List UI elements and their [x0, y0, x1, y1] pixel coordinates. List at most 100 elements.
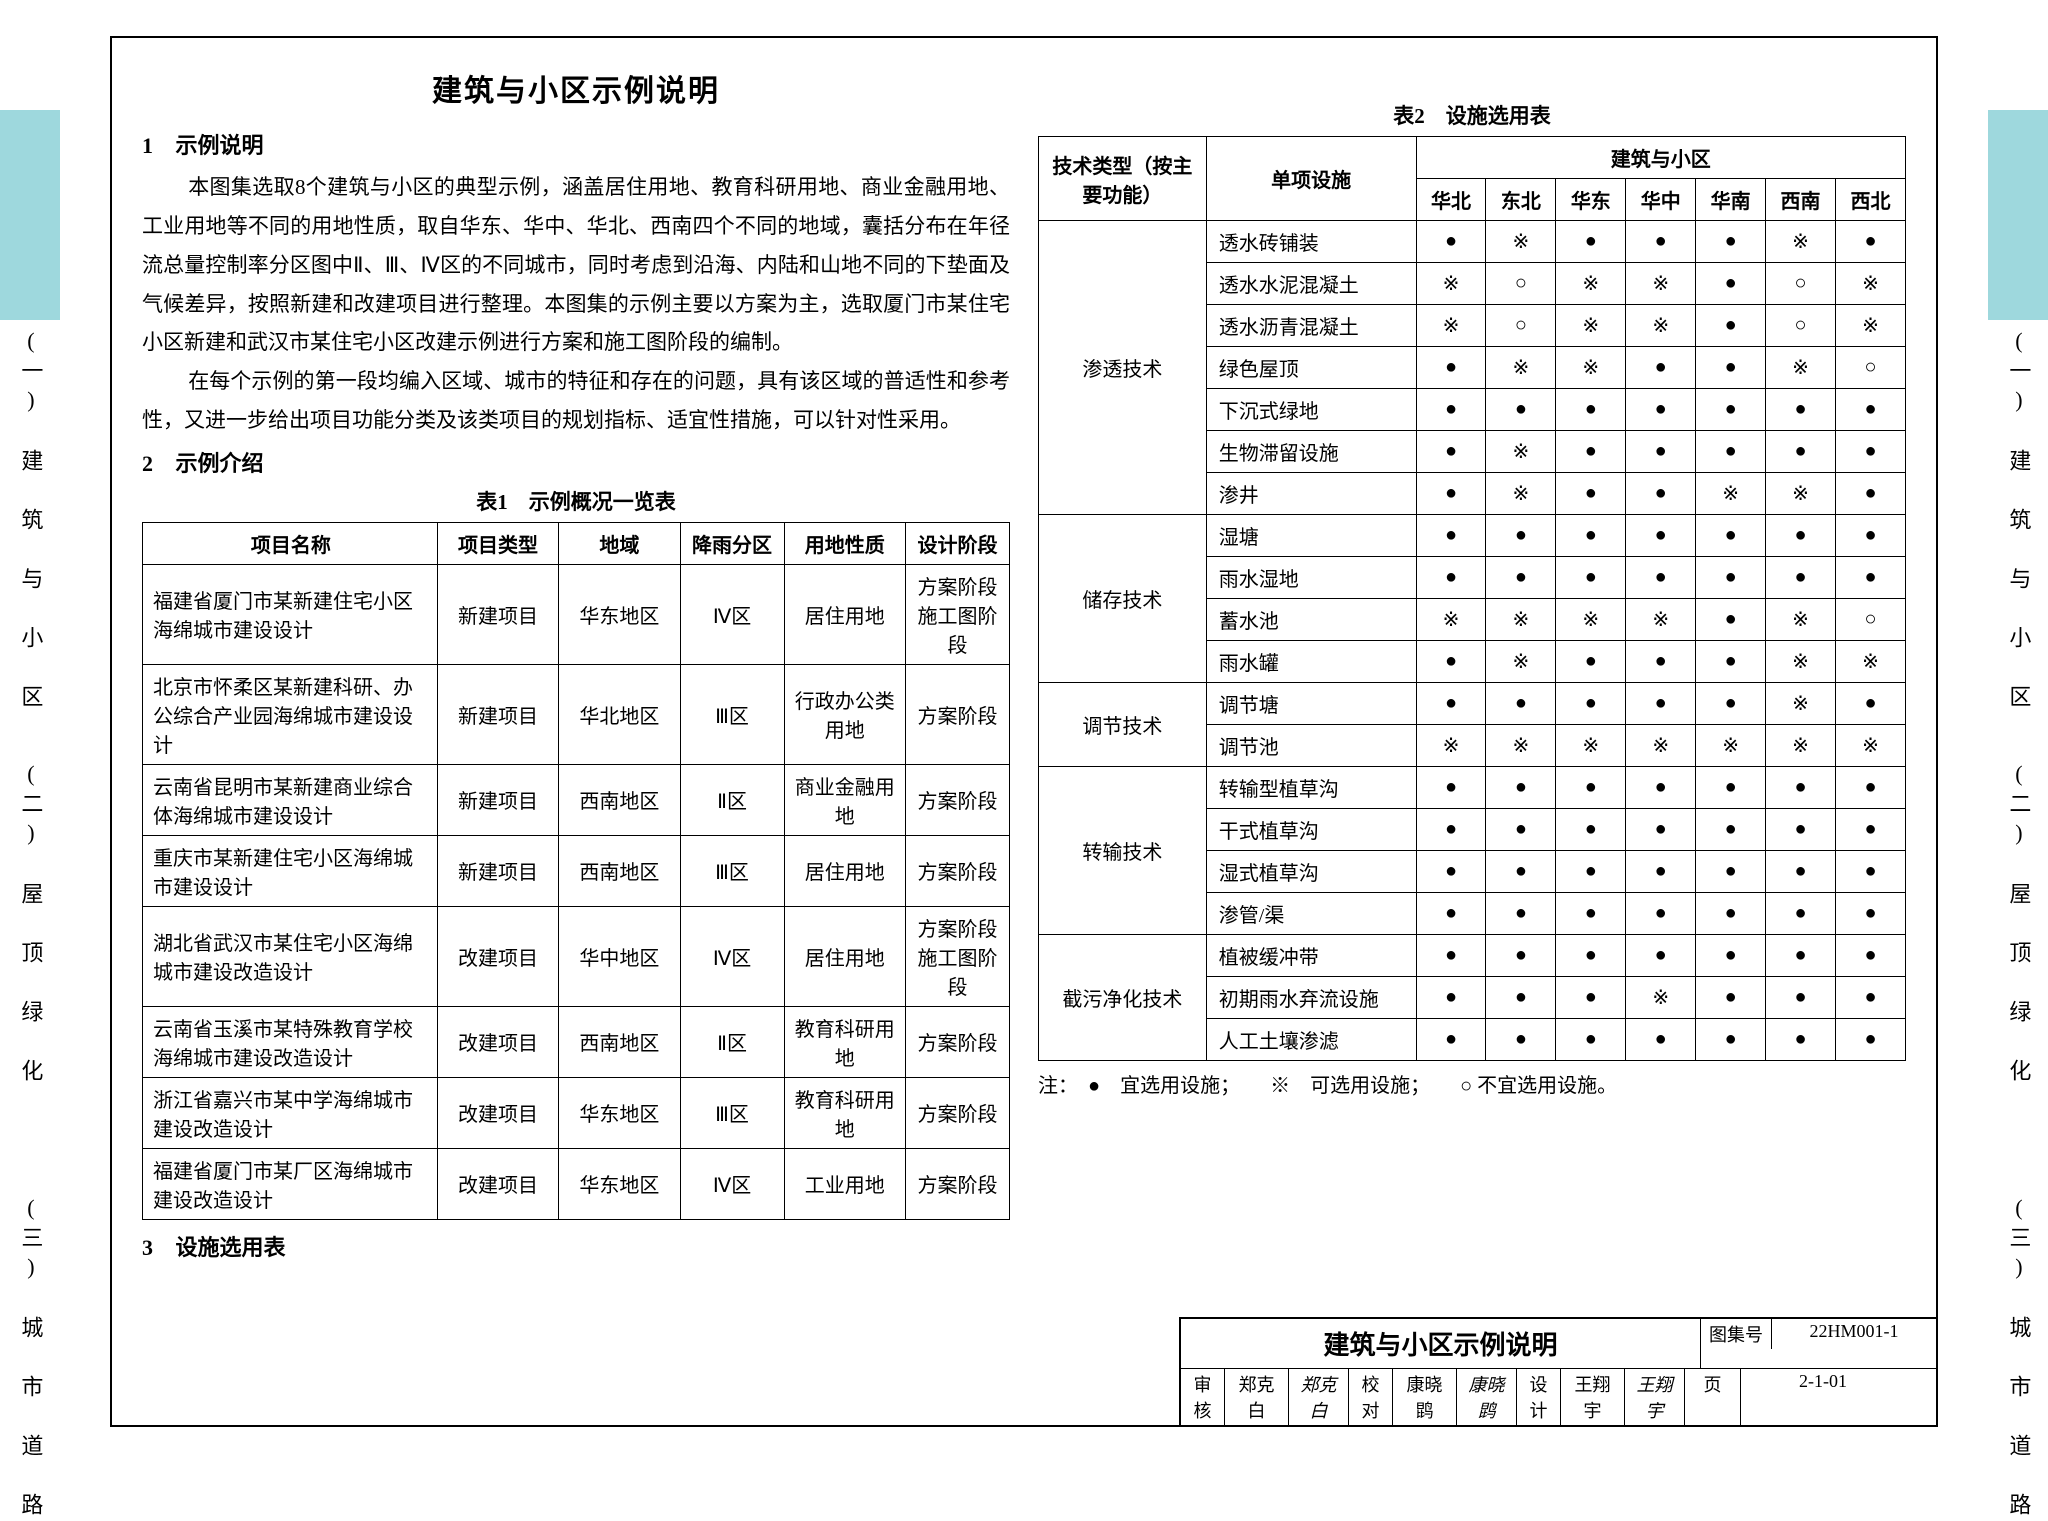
section1-num: 1	[142, 133, 170, 159]
t2-grp-head1: 技术类型（按主要功能）	[1039, 137, 1207, 221]
t1-cell: 华北地区	[559, 664, 680, 764]
t2-symbol: ●	[1486, 809, 1556, 851]
t2-symbol: ●	[1696, 305, 1766, 347]
t2-symbol: ●	[1556, 389, 1626, 431]
t1-cell: Ⅳ区	[680, 906, 784, 1006]
t1-cell: Ⅲ区	[680, 1077, 784, 1148]
t1-cell: 新建项目	[437, 564, 558, 664]
t2-symbol: ●	[1486, 389, 1556, 431]
t1-cell: 教育科研用地	[784, 1077, 905, 1148]
drawing-sheet: 建筑与小区示例说明 1 示例说明 本图集选取8个建筑与小区的典型示例，涵盖居住用…	[80, 0, 1968, 1463]
t2-symbol: ●	[1556, 1019, 1626, 1061]
t2-facility: 渗管/渠	[1206, 893, 1416, 935]
table-row: 福建省厦门市某新建住宅小区海绵城市建设设计新建项目华东地区Ⅳ区居住用地方案阶段施…	[143, 564, 1010, 664]
t1-header: 设计阶段	[905, 522, 1009, 564]
t2-facility: 初期雨水弃流设施	[1206, 977, 1416, 1019]
table1-caption: 表1 示例概况一览表	[142, 486, 1010, 516]
t2-symbol: ●	[1766, 767, 1836, 809]
t1-cell: 湖北省武汉市某住宅小区海绵城市建设改造设计	[143, 906, 438, 1006]
t1-cell: 华东地区	[559, 1077, 680, 1148]
t2-symbol: ●	[1696, 641, 1766, 683]
t2-symbol: ●	[1835, 473, 1905, 515]
t2-symbol: ●	[1766, 431, 1836, 473]
t2-symbol: ●	[1766, 893, 1836, 935]
main-title: 建筑与小区示例说明	[142, 66, 1010, 110]
table-row: 重庆市某新建住宅小区海绵城市建设设计新建项目西南地区Ⅲ区居住用地方案阶段	[143, 835, 1010, 906]
t2-symbol: ●	[1416, 557, 1486, 599]
t1-cell: 方案阶段	[905, 835, 1009, 906]
right-tab-2: (二) 屋 顶 绿 化	[1988, 753, 2048, 1087]
t2-symbol: ●	[1416, 347, 1486, 389]
t2-symbol: ※	[1626, 725, 1696, 767]
t1-cell: 改建项目	[437, 1148, 558, 1219]
section2-text: 示例介绍	[176, 451, 264, 476]
table-row: 浙江省嘉兴市某中学海绵城市建设改造设计改建项目华东地区Ⅲ区教育科研用地方案阶段	[143, 1077, 1010, 1148]
t2-category: 储存技术	[1039, 515, 1207, 683]
t2-symbol: ●	[1556, 767, 1626, 809]
t2-facility: 透水沥青混凝土	[1206, 305, 1416, 347]
t2-symbol: ●	[1416, 641, 1486, 683]
t2-symbol: ※	[1486, 347, 1556, 389]
t2-symbol: ●	[1626, 683, 1696, 725]
t2-symbol: ●	[1556, 935, 1626, 977]
t1-cell: 西南地区	[559, 764, 680, 835]
t2-region: 华南	[1696, 179, 1766, 221]
t2-facility: 下沉式绿地	[1206, 389, 1416, 431]
t1-cell: 北京市怀柔区某新建科研、办公综合产业园海绵城市建设设计	[143, 664, 438, 764]
t2-symbol: ※	[1416, 305, 1486, 347]
section3-heading: 3 设施选用表	[142, 1230, 1010, 1262]
t2-symbol: ●	[1696, 599, 1766, 641]
t2-symbol: ●	[1835, 431, 1905, 473]
sig-signature: 郑克白	[1289, 1369, 1349, 1425]
t2-symbol: ●	[1626, 557, 1696, 599]
t2-symbol: ●	[1486, 515, 1556, 557]
t1-cell: 教育科研用地	[784, 1006, 905, 1077]
sig-signature: 康晓鹍	[1457, 1369, 1517, 1425]
t2-symbol: ●	[1766, 389, 1836, 431]
t1-header: 地域	[559, 522, 680, 564]
right-tab-1: (一) 建 筑 与 小 区	[1988, 110, 2048, 713]
t2-region: 华东	[1556, 179, 1626, 221]
section3-text: 设施选用表	[176, 1235, 286, 1260]
t2-symbol: ●	[1556, 683, 1626, 725]
t1-header: 降雨分区	[680, 522, 784, 564]
t2-facility: 湿式植草沟	[1206, 851, 1416, 893]
t2-symbol: ●	[1486, 1019, 1556, 1061]
t2-symbol: ●	[1416, 1019, 1486, 1061]
t1-cell: 方案阶段	[905, 664, 1009, 764]
t1-cell: 华东地区	[559, 564, 680, 664]
t1-header: 项目类型	[437, 522, 558, 564]
t2-symbol: ●	[1486, 977, 1556, 1019]
table-row: 储存技术湿塘●●●●●●●	[1039, 515, 1906, 557]
t2-symbol: ※	[1416, 599, 1486, 641]
atlas-value: 22HM001-1	[1772, 1319, 1936, 1349]
section2-num: 2	[142, 451, 170, 477]
t2-symbol: ●	[1556, 557, 1626, 599]
t1-cell: Ⅳ区	[680, 1148, 784, 1219]
t2-symbol: ●	[1416, 893, 1486, 935]
sig-name: 康晓鹍	[1393, 1369, 1457, 1425]
left-column: 建筑与小区示例说明 1 示例说明 本图集选取8个建筑与小区的典型示例，涵盖居住用…	[142, 56, 1010, 1335]
t2-symbol: ※	[1486, 221, 1556, 263]
t2-symbol: ●	[1416, 389, 1486, 431]
t2-symbol: ※	[1556, 347, 1626, 389]
t2-symbol: ●	[1835, 557, 1905, 599]
t2-symbol: ●	[1835, 935, 1905, 977]
t1-cell: 西南地区	[559, 1006, 680, 1077]
t2-category: 截污净化技术	[1039, 935, 1207, 1061]
t1-cell: 方案阶段施工图阶段	[905, 564, 1009, 664]
t2-symbol: ○	[1766, 263, 1836, 305]
t2-symbol: ●	[1416, 473, 1486, 515]
t2-symbol: ●	[1416, 809, 1486, 851]
table-row: 截污净化技术植被缓冲带●●●●●●●	[1039, 935, 1906, 977]
title-block-top-row: 建筑与小区示例说明 图集号 22HM001-1	[1181, 1319, 1936, 1368]
t2-category: 调节技术	[1039, 683, 1207, 767]
t2-facility: 透水水泥混凝土	[1206, 263, 1416, 305]
t2-symbol: ●	[1766, 515, 1836, 557]
t2-symbol: ●	[1626, 935, 1696, 977]
t2-symbol: ※	[1556, 305, 1626, 347]
t2-region: 西北	[1835, 179, 1905, 221]
t2-facility: 人工土壤渗滤	[1206, 1019, 1416, 1061]
t2-symbol: ●	[1696, 893, 1766, 935]
t2-symbol: ●	[1696, 431, 1766, 473]
